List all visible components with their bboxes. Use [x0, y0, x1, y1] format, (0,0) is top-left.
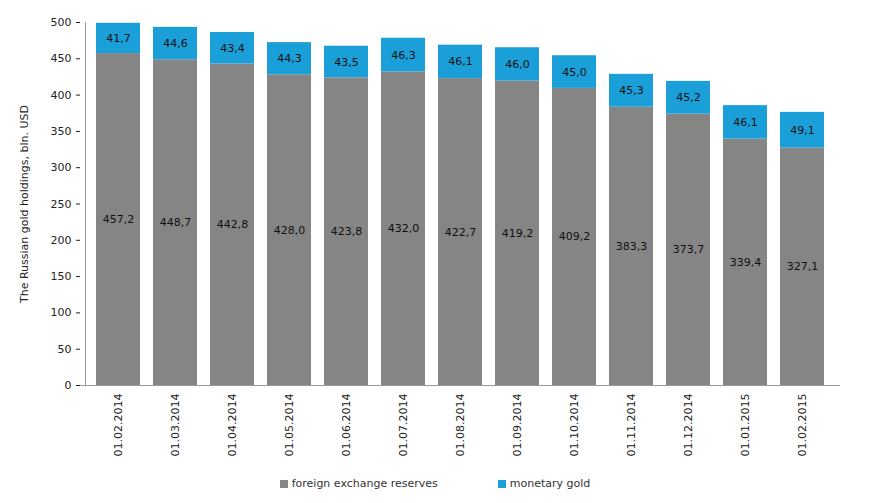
svg-text:200: 200	[51, 234, 72, 247]
svg-text:49,1: 49,1	[790, 124, 815, 137]
svg-text:300: 300	[51, 161, 72, 174]
svg-text:150: 150	[51, 270, 72, 283]
svg-text:442,8: 442,8	[217, 218, 249, 231]
svg-text:01.01.2015: 01.01.2015	[739, 394, 752, 457]
svg-text:339,4: 339,4	[730, 256, 762, 269]
svg-text:432,0: 432,0	[388, 222, 420, 235]
svg-text:0: 0	[65, 379, 72, 392]
svg-text:50: 50	[58, 343, 72, 356]
svg-text:428,0: 428,0	[274, 224, 306, 237]
svg-text:01.03.2014: 01.03.2014	[169, 394, 182, 457]
svg-text:43,5: 43,5	[334, 56, 359, 69]
svg-text:45,0: 45,0	[562, 66, 587, 79]
svg-text:45,3: 45,3	[619, 84, 644, 97]
svg-text:01.08.2014: 01.08.2014	[454, 394, 467, 457]
svg-text:250: 250	[51, 198, 72, 211]
svg-text:01.09.2014: 01.09.2014	[511, 394, 524, 457]
svg-text:383,3: 383,3	[616, 240, 648, 253]
svg-text:457,2: 457,2	[103, 213, 135, 226]
html-text:monetary gold: monetary gold	[509, 477, 591, 490]
svg-text:01.12.2014: 01.12.2014	[682, 394, 695, 457]
svg-text:327,1: 327,1	[787, 260, 819, 273]
svg-text:500: 500	[51, 16, 72, 29]
svg-text:450: 450	[51, 52, 72, 65]
svg-text:350: 350	[51, 125, 72, 138]
svg-text:423,8: 423,8	[331, 225, 363, 238]
svg-text:46,1: 46,1	[448, 55, 473, 68]
svg-text:01.05.2014: 01.05.2014	[283, 394, 296, 457]
svg-text:400: 400	[51, 89, 72, 102]
svg-text:419,2: 419,2	[502, 227, 534, 240]
svg-text:422,7: 422,7	[445, 226, 477, 239]
svg-text:01.02.2014: 01.02.2014	[112, 394, 125, 457]
svg-text:44,3: 44,3	[277, 52, 302, 65]
svg-text:41,7: 41,7	[106, 32, 131, 45]
svg-text:01.11.2014: 01.11.2014	[625, 394, 638, 457]
svg-text:01.06.2014: 01.06.2014	[340, 394, 353, 457]
svg-text:01.02.2015: 01.02.2015	[796, 394, 809, 457]
svg-text:43,4: 43,4	[220, 42, 245, 55]
svg-text:448,7: 448,7	[160, 216, 192, 229]
svg-text:46,0: 46,0	[505, 58, 530, 71]
svg-text:01.10.2014: 01.10.2014	[568, 394, 581, 457]
html-text:foreign exchange reserves: foreign exchange reserves	[291, 477, 438, 490]
svg-text:46,3: 46,3	[391, 49, 416, 62]
svg-text:100: 100	[51, 306, 72, 319]
svg-text:45,2: 45,2	[676, 91, 701, 104]
svg-text:373,7: 373,7	[673, 243, 705, 256]
svg-text:44,6: 44,6	[163, 37, 188, 50]
svg-text:46,1: 46,1	[733, 116, 758, 129]
svg-text:409,2: 409,2	[559, 230, 591, 243]
svg-text:The Russian gold holdings, bln: The Russian gold holdings, bln. USD	[18, 105, 31, 304]
svg-text:01.04.2014: 01.04.2014	[226, 394, 239, 457]
svg-text:01.07.2014: 01.07.2014	[397, 394, 410, 457]
